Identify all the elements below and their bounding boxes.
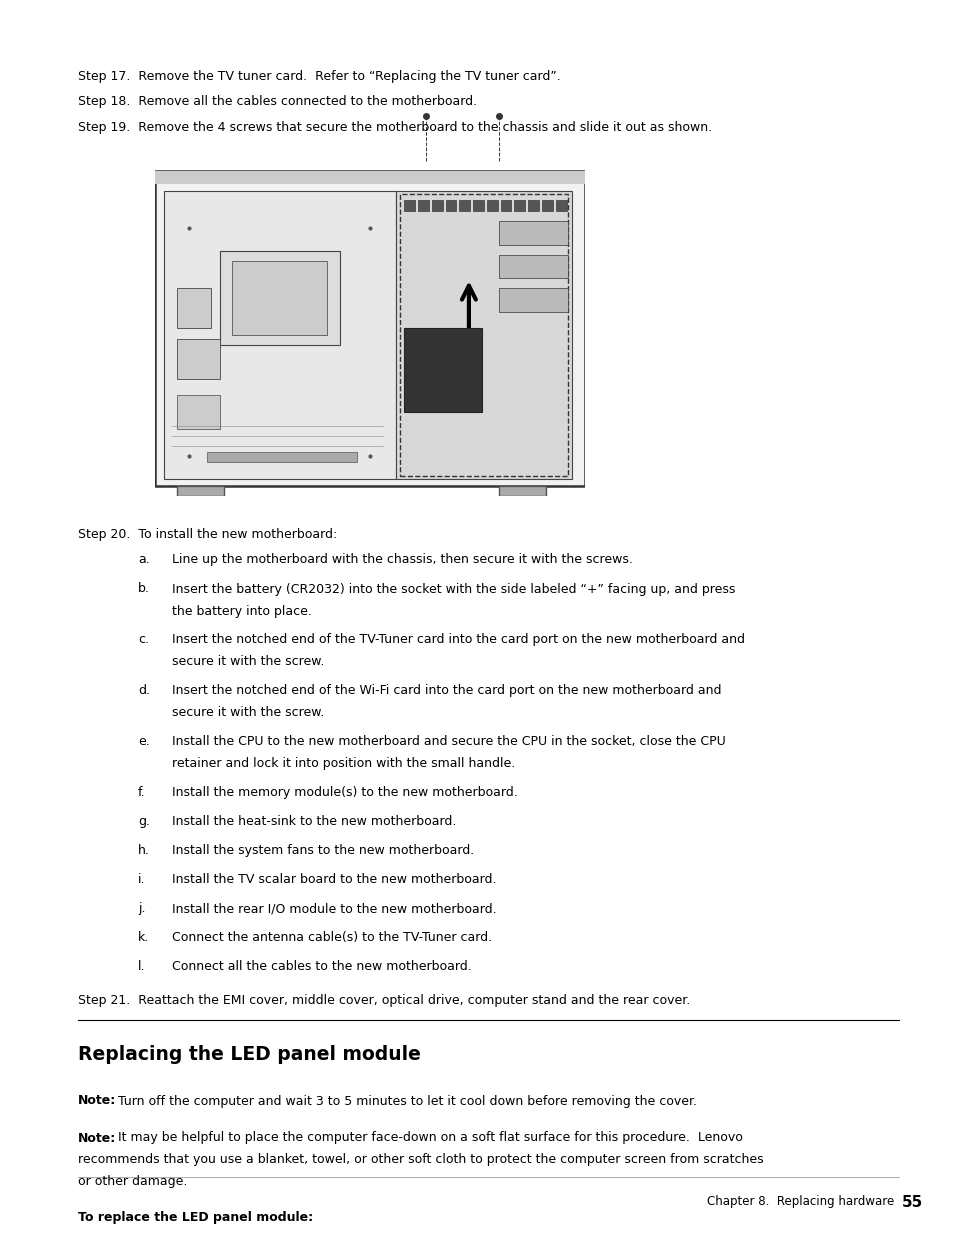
Bar: [498, 221, 567, 245]
Text: Install the CPU to the new motherboard and secure the CPU in the socket, close t: Install the CPU to the new motherboard a…: [172, 736, 725, 748]
Text: Connect all the cables to the new motherboard.: Connect all the cables to the new mother…: [172, 961, 471, 973]
Text: Install the TV scalar board to the new motherboard.: Install the TV scalar board to the new m…: [172, 873, 496, 887]
Text: f.: f.: [138, 787, 146, 799]
Bar: [528, 200, 538, 211]
Bar: [233, 262, 327, 335]
Bar: [417, 200, 429, 211]
Bar: [404, 329, 481, 412]
Bar: [556, 200, 566, 211]
Text: k.: k.: [138, 931, 149, 945]
Text: Connect the antenna cable(s) to the TV-Tuner card.: Connect the antenna cable(s) to the TV-T…: [172, 931, 492, 945]
Bar: [459, 200, 470, 211]
Text: Line up the motherboard with the chassis, then secure it with the screws.: Line up the motherboard with the chassis…: [172, 553, 632, 567]
Text: l.: l.: [138, 961, 146, 973]
Text: Note:: Note:: [78, 1131, 116, 1145]
Text: Install the system fans to the new motherboard.: Install the system fans to the new mothe…: [172, 845, 474, 857]
Text: Install the memory module(s) to the new motherboard.: Install the memory module(s) to the new …: [172, 787, 517, 799]
Bar: [163, 191, 395, 479]
Text: It may be helpful to place the computer face-down on a soft flat surface for thi: It may be helpful to place the computer …: [113, 1131, 742, 1145]
Text: Replacing the LED panel module: Replacing the LED panel module: [78, 1045, 420, 1063]
Bar: [486, 200, 497, 211]
Text: Chapter 8.  Replacing hardware: Chapter 8. Replacing hardware: [706, 1195, 893, 1208]
Text: i.: i.: [138, 873, 146, 887]
Text: Step 21.  Reattach the EMI cover, middle cover, optical drive, computer stand an: Step 21. Reattach the EMI cover, middle …: [78, 994, 690, 1008]
Bar: [176, 395, 219, 429]
Bar: [399, 194, 567, 475]
Text: Install the rear I/O module to the new motherboard.: Install the rear I/O module to the new m…: [172, 903, 497, 915]
Text: b.: b.: [138, 583, 150, 595]
Bar: [395, 191, 572, 479]
Bar: [176, 485, 224, 496]
Text: secure it with the screw.: secure it with the screw.: [172, 706, 324, 720]
Text: the battery into place.: the battery into place.: [172, 604, 312, 618]
Text: Insert the battery (CR2032) into the socket with the side labeled “+” facing up,: Insert the battery (CR2032) into the soc…: [172, 583, 735, 595]
Bar: [154, 172, 584, 184]
Text: Insert the notched end of the Wi-Fi card into the card port on the new motherboa: Insert the notched end of the Wi-Fi card…: [172, 684, 720, 698]
Text: a.: a.: [138, 553, 150, 567]
Bar: [432, 200, 442, 211]
Text: Turn off the computer and wait 3 to 5 minutes to let it cool down before removin: Turn off the computer and wait 3 to 5 mi…: [113, 1094, 697, 1108]
Text: d.: d.: [138, 684, 150, 698]
Text: To replace the LED panel module:: To replace the LED panel module:: [78, 1210, 313, 1224]
Bar: [498, 254, 567, 278]
Text: or other damage.: or other damage.: [78, 1176, 187, 1188]
Text: retainer and lock it into position with the small handle.: retainer and lock it into position with …: [172, 757, 515, 771]
Bar: [498, 485, 546, 496]
Bar: [445, 200, 456, 211]
Text: g.: g.: [138, 815, 150, 829]
Text: e.: e.: [138, 736, 150, 748]
Text: secure it with the screw.: secure it with the screw.: [172, 656, 324, 668]
Text: j.: j.: [138, 903, 146, 915]
Bar: [514, 200, 525, 211]
Bar: [219, 252, 339, 346]
Bar: [176, 288, 211, 329]
Bar: [404, 200, 415, 211]
Text: 55: 55: [901, 1195, 923, 1210]
Bar: [500, 200, 511, 211]
Bar: [176, 338, 219, 379]
Text: Step 17.  Remove the TV tuner card.  Refer to “Replacing the TV tuner card”.: Step 17. Remove the TV tuner card. Refer…: [78, 70, 560, 83]
Bar: [473, 200, 483, 211]
Bar: [207, 452, 356, 462]
Text: recommends that you use a blanket, towel, or other soft cloth to protect the com: recommends that you use a blanket, towel…: [78, 1153, 762, 1167]
Text: Step 20.  To install the new motherboard:: Step 20. To install the new motherboard:: [78, 529, 337, 541]
Bar: [541, 200, 552, 211]
Text: Note:: Note:: [78, 1094, 116, 1108]
Bar: [498, 288, 567, 311]
Text: c.: c.: [138, 634, 149, 646]
Text: Step 19.  Remove the 4 screws that secure the motherboard to the chassis and sli: Step 19. Remove the 4 screws that secure…: [78, 121, 711, 135]
Text: Insert the notched end of the TV-Tuner card into the card port on the new mother: Insert the notched end of the TV-Tuner c…: [172, 634, 744, 646]
Text: h.: h.: [138, 845, 150, 857]
Text: Step 18.  Remove all the cables connected to the motherboard.: Step 18. Remove all the cables connected…: [78, 95, 476, 109]
Text: Install the heat-sink to the new motherboard.: Install the heat-sink to the new motherb…: [172, 815, 456, 829]
